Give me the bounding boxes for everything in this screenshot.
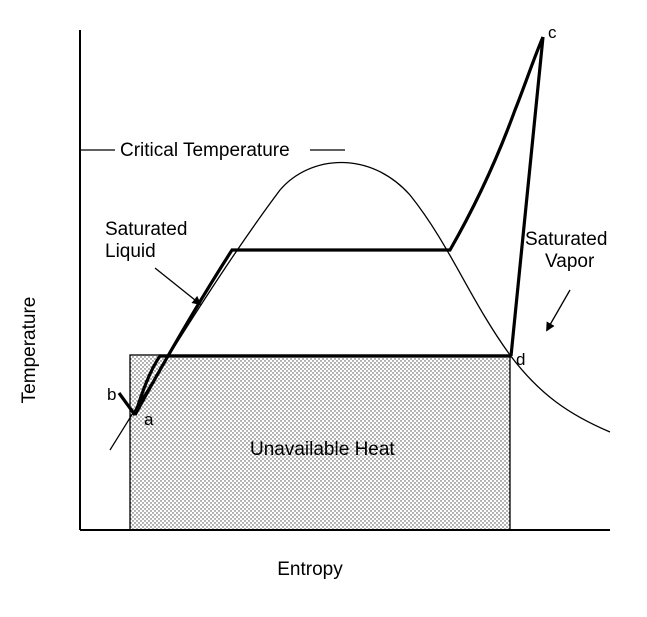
point-c: c xyxy=(548,23,557,42)
sat-liquid-label-l2: Liquid xyxy=(105,241,156,262)
x-axis-label: Entropy xyxy=(277,559,343,580)
point-d: d xyxy=(516,350,525,369)
sat-liquid-leader xyxy=(155,268,200,304)
unavailable-label: Unavailable Heat xyxy=(250,439,395,460)
sat-liquid-label-l1: Saturated xyxy=(105,219,187,240)
sat-vapor-label-l2: Vapor xyxy=(545,251,595,272)
cycle-cd xyxy=(511,37,543,356)
point-b: b xyxy=(107,385,116,404)
critical-label: Critical Temperature xyxy=(120,140,290,161)
sat-vapor-leader xyxy=(547,290,570,330)
sat-vapor-label-l1: Saturated xyxy=(525,229,607,250)
ts-diagram: Critical Temperature Saturated Liquid Sa… xyxy=(0,0,647,617)
y-axis-label: Temperature xyxy=(19,297,40,404)
point-a: a xyxy=(144,410,154,429)
